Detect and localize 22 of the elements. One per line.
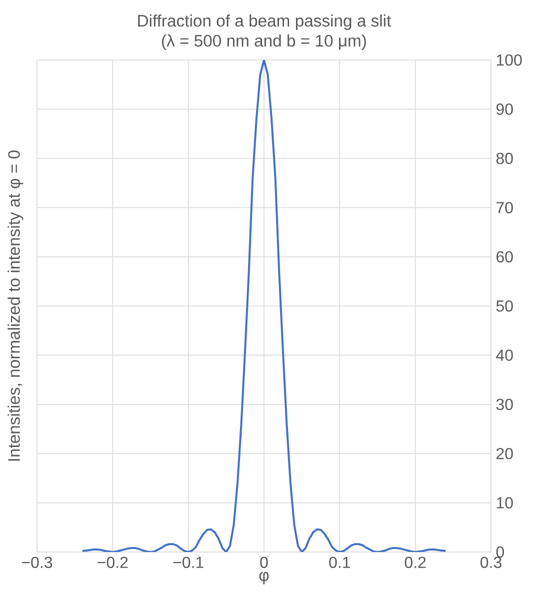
x-tick-label: 0.2 xyxy=(404,556,426,568)
chart-title: Diffraction of a beam passing a slit xyxy=(138,14,392,30)
y-tick-label: 50 xyxy=(496,300,513,312)
x-tick-label: −0.3 xyxy=(22,556,52,568)
x-axis-title: φ xyxy=(259,572,269,584)
x-tick-label: 0 xyxy=(260,556,268,568)
y-tick-label: 80 xyxy=(496,152,513,164)
x-tick-label: 0.1 xyxy=(329,556,350,568)
y-tick-label: 30 xyxy=(496,398,513,410)
y-tick-label: 90 xyxy=(496,104,513,115)
chart-subtitle: (λ = 500 nm and b = 10 μm) xyxy=(162,34,366,50)
y-tick-label: 70 xyxy=(496,202,513,214)
y-axis-title: Intensities, normalized to intensity at φ = 0 xyxy=(8,150,24,461)
x-tick-label: −0.1 xyxy=(173,556,204,568)
y-tick-label: 10 xyxy=(496,497,513,508)
x-tick-label: −0.2 xyxy=(98,556,128,568)
y-tick-label: 20 xyxy=(496,448,513,460)
y-tick-label: 0 xyxy=(496,546,504,558)
y-tick-label: 60 xyxy=(496,251,513,262)
y-tick-label: 40 xyxy=(496,350,513,361)
y-tick-label: 100 xyxy=(496,54,522,66)
x-tick-label: 0.3 xyxy=(480,556,502,568)
